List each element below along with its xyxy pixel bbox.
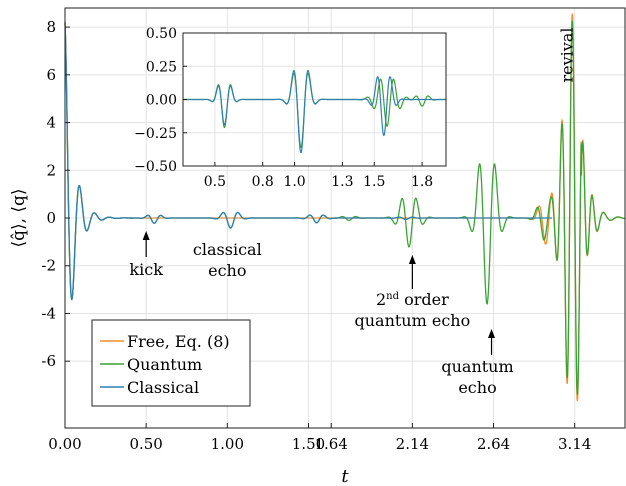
x-tick-label: 1.64 [314,435,347,453]
inset-x-tick-label: 1.8 [411,174,433,190]
main-curves [64,13,626,402]
x-tick-label: 0.00 [48,435,81,453]
main-ticks: 0.00 0.50 1.00 1.501.64 2.14 2.64 3.14 -6 -4 -2 0 2… [41,18,591,453]
x-tick-label: 3.14 [558,435,591,453]
inset-x-tick-label: 1.5 [363,174,385,190]
annotation-text: revival [558,28,577,83]
inset-plot: 0.5 0.8 1.0 1.3 1.5 1.8 0.50 0.25 0.00 −0.25 −0.50 [134,26,447,190]
annotation-classical-echo: classical echo [193,240,262,280]
legend-label: Classical [127,378,199,397]
inset-y-tick-label: −0.25 [134,126,177,142]
inset-series-classical-line [183,69,446,154]
annotation-text: classical [193,240,262,259]
annotation-kick: kick [129,231,163,279]
y-tick-label: -4 [41,304,56,322]
legend-label: Quantum [127,355,202,374]
y-tick-label: 4 [46,114,56,132]
annotation-revival: revival [558,28,577,83]
annotation-text: quantum [441,357,513,376]
inset-y-tick-label: 0.00 [146,93,177,109]
y-tick-label: 0 [46,209,56,227]
y-tick-label: -2 [41,257,56,275]
annotation-second-order: 2nd order quantum echo [354,255,470,330]
inset-y-tick-label: 0.25 [146,59,177,75]
y-axis-label: ⟨q̂⟩, ⟨q⟩ [9,188,29,247]
inset-x-tick-label: 0.5 [204,174,226,190]
inset-x-tick-label: 1.3 [331,174,353,190]
x-tick-label: 1.50 [292,435,325,453]
legend: Free, Eq. (8) Quantum Classical [91,319,251,407]
annotation-arrowhead [408,255,416,264]
x-tick-label: 1.00 [211,435,244,453]
y-tick-label: -6 [41,352,56,370]
x-tick-label: 2.14 [396,435,429,453]
inset-y-tick-label: −0.50 [134,159,177,175]
inset-ticks: 0.5 0.8 1.0 1.3 1.5 1.8 0.50 0.25 0.00 −0.25 −0.50 [134,26,433,190]
annotation-quantum-echo: quantum echo [441,329,514,397]
inset-y-tick-label: 0.50 [146,26,177,42]
annotation-arrowhead [488,329,496,338]
x-tick-label: 0.50 [129,435,162,453]
inset-x-tick-label: 0.8 [252,174,274,190]
series-classical-line [64,22,552,301]
annotation-text: kick [129,260,163,279]
y-tick-label: 2 [46,161,56,179]
annotation-text: echo [208,261,246,280]
annotation-text: quantum echo [354,311,470,330]
inset-curves [183,69,446,154]
annotation-text: echo [458,378,496,397]
x-axis-label: t [341,466,349,486]
legend-box [91,319,251,407]
inset-x-tick-label: 1.0 [283,174,305,190]
y-tick-label: 6 [46,66,56,84]
legend-label: Free, Eq. (8) [127,332,230,351]
x-tick-label: 2.64 [477,435,510,453]
annotation-arrowhead [142,231,150,240]
y-tick-label: 8 [46,18,56,36]
annotation-text: 2nd order [376,290,449,309]
